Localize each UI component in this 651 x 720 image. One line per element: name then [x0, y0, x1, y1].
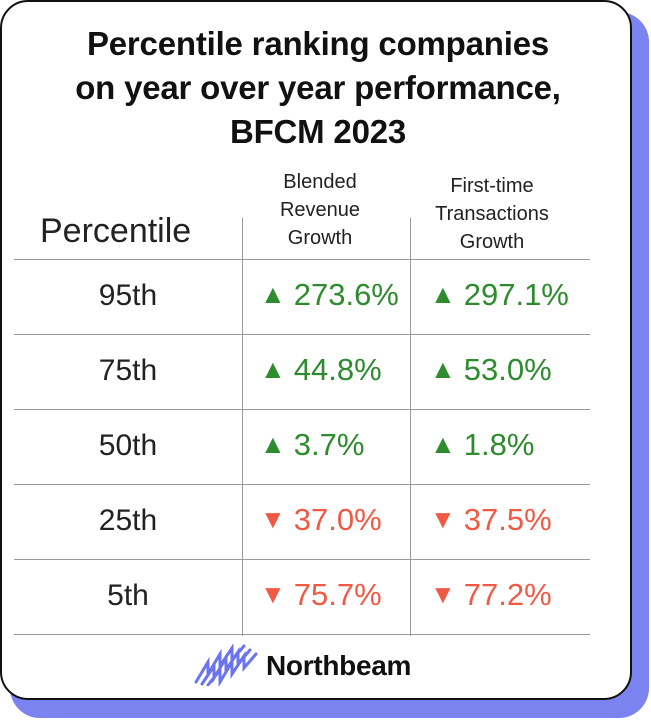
- header-text: First-time: [450, 175, 534, 197]
- growth-value: 44.8%: [293, 352, 382, 387]
- growth-value: 77.2%: [463, 577, 552, 612]
- growth-value: 273.6%: [293, 277, 399, 312]
- table-row: 50th ▲ 3.7% ▲ 1.8%: [14, 409, 590, 484]
- northbeam-logo: Northbeam: [194, 644, 454, 688]
- title-line-3: BFCM 2023: [229, 113, 407, 150]
- title-line-1: Percentile ranking companies: [86, 25, 550, 62]
- growth-value: 3.7%: [293, 427, 365, 462]
- blended-revenue-cell: ▲ 273.6%: [260, 277, 399, 313]
- header-text: Blended: [283, 171, 357, 193]
- growth-value: 75.7%: [293, 577, 382, 612]
- blended-revenue-cell: ▼ 75.7%: [260, 577, 382, 613]
- growth-value: 297.1%: [463, 277, 569, 312]
- blended-revenue-cell: ▲ 44.8%: [260, 352, 382, 388]
- percentile-cell: 75th: [98, 354, 158, 387]
- column-header-percentile: Percentile: [40, 212, 192, 250]
- row-divider: [14, 634, 590, 635]
- northbeam-logo-icon: [194, 644, 258, 686]
- header-text: Transactions: [435, 203, 549, 225]
- first-time-transactions-cell: ▲ 1.8%: [430, 427, 534, 463]
- growth-value: 53.0%: [463, 352, 552, 387]
- table-row: 95th ▲ 273.6% ▲ 297.1%: [14, 259, 590, 334]
- triangle-up-icon: ▲: [260, 429, 286, 459]
- column-header-blended-revenue: Blended Revenue Growth: [245, 168, 395, 252]
- row-divider: [14, 559, 590, 560]
- title-line-2: on year over year performance,: [75, 69, 561, 106]
- percentile-cell: 50th: [98, 429, 158, 462]
- triangle-up-icon: ▲: [430, 279, 456, 309]
- triangle-up-icon: ▲: [430, 429, 456, 459]
- triangle-down-icon: ▼: [260, 504, 286, 534]
- header-text: Revenue: [279, 199, 361, 221]
- column-header-first-time-transactions: First-time Transactions Growth: [412, 172, 572, 256]
- triangle-up-icon: ▲: [260, 354, 286, 384]
- row-divider: [14, 259, 590, 260]
- triangle-down-icon: ▼: [260, 579, 286, 609]
- triangle-up-icon: ▲: [430, 354, 456, 384]
- brand-name: Northbeam: [266, 650, 412, 681]
- first-time-transactions-cell: ▼ 77.2%: [430, 577, 552, 613]
- row-divider: [14, 409, 590, 410]
- header-text: Growth: [459, 231, 525, 253]
- row-divider: [14, 484, 590, 485]
- row-divider: [14, 334, 590, 335]
- blended-revenue-cell: ▼ 37.0%: [260, 502, 382, 538]
- table-row: 5th ▼ 75.7% ▼ 77.2%: [14, 559, 590, 634]
- blended-revenue-cell: ▲ 3.7%: [260, 427, 364, 463]
- growth-value: 1.8%: [463, 427, 535, 462]
- first-time-transactions-cell: ▲ 297.1%: [430, 277, 569, 313]
- chart-title: Percentile ranking companies on year ove…: [2, 22, 634, 154]
- first-time-transactions-cell: ▲ 53.0%: [430, 352, 552, 388]
- table-row: 75th ▲ 44.8% ▲ 53.0%: [14, 334, 590, 409]
- percentile-cell: 95th: [98, 279, 158, 312]
- table-row: 25th ▼ 37.0% ▼ 37.5%: [14, 484, 590, 559]
- chart-card: Percentile ranking companies on year ove…: [0, 0, 632, 700]
- column-divider: [410, 218, 411, 636]
- first-time-transactions-cell: ▼ 37.5%: [430, 502, 552, 538]
- header-text: Growth: [287, 227, 353, 249]
- column-divider: [242, 218, 243, 636]
- growth-value: 37.0%: [293, 502, 382, 537]
- percentile-cell: 25th: [98, 504, 158, 537]
- triangle-down-icon: ▼: [430, 504, 456, 534]
- growth-value: 37.5%: [463, 502, 552, 537]
- triangle-up-icon: ▲: [260, 279, 286, 309]
- percentile-cell: 5th: [107, 579, 149, 612]
- triangle-down-icon: ▼: [430, 579, 456, 609]
